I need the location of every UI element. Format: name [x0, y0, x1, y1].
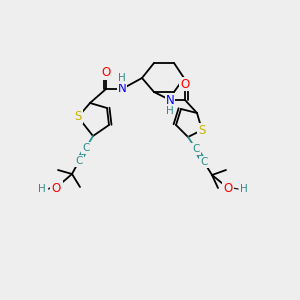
- Text: O: O: [224, 182, 232, 194]
- Text: C: C: [192, 144, 200, 154]
- Text: S: S: [74, 110, 82, 124]
- Text: C: C: [82, 143, 90, 153]
- Text: N: N: [118, 82, 126, 95]
- Text: O: O: [51, 182, 61, 194]
- Text: S: S: [198, 124, 206, 136]
- Text: H: H: [118, 73, 126, 83]
- Text: H: H: [39, 183, 47, 193]
- Text: H: H: [166, 106, 174, 116]
- Text: O: O: [52, 181, 62, 194]
- Text: O: O: [101, 67, 111, 80]
- Text: C: C: [200, 157, 208, 167]
- Text: H: H: [240, 184, 248, 194]
- Text: C: C: [75, 156, 83, 166]
- Text: O: O: [180, 77, 190, 91]
- Text: H: H: [38, 184, 46, 194]
- Text: N: N: [166, 94, 174, 106]
